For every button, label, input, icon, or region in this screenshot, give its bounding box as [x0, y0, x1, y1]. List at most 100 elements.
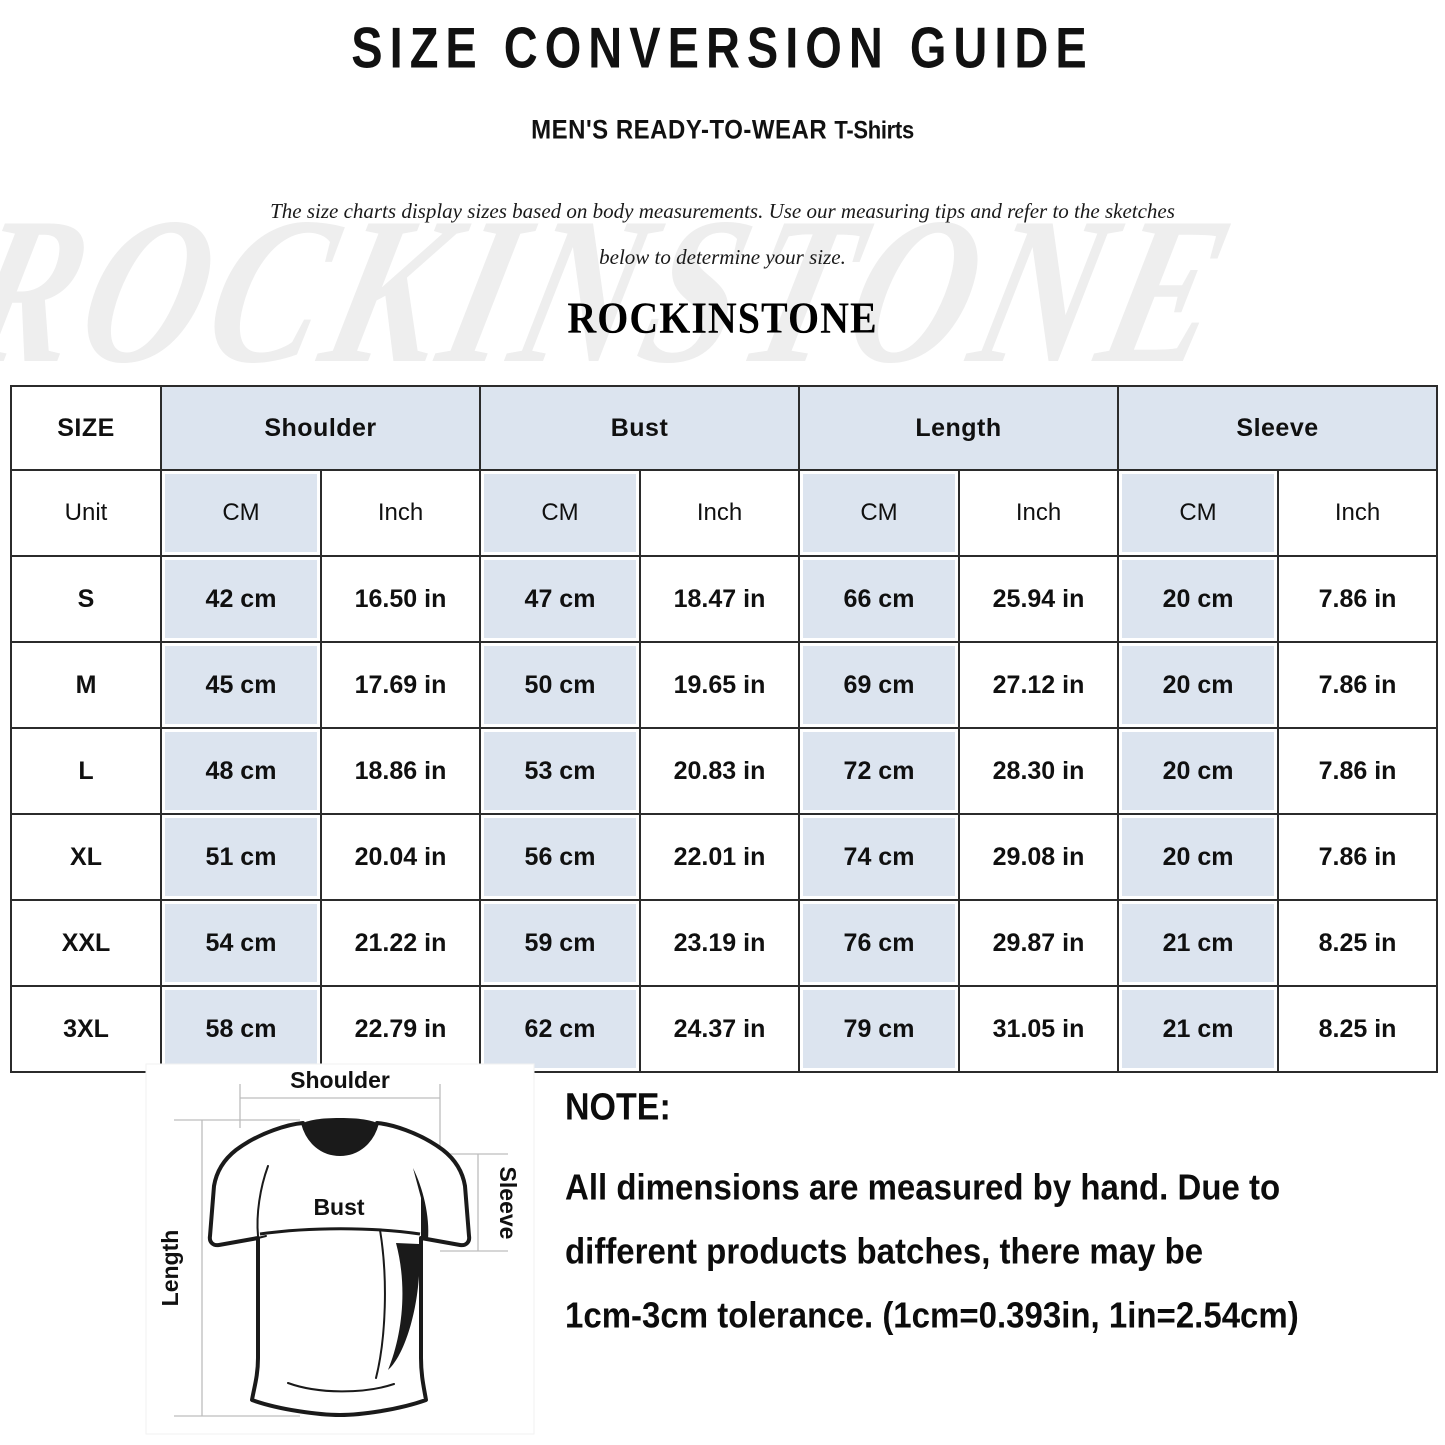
description-line-2: below to determine your size.	[599, 245, 846, 269]
cell-shoulder-inch: 17.69 in	[320, 641, 481, 729]
bust-measure-line	[259, 1227, 421, 1236]
cell-shoulder-cm: 42 cm	[160, 555, 322, 643]
table-row: M 45 cm 17.69 in 50 cm 19.65 in 69 cm 27…	[10, 641, 1439, 729]
cell-sleeve-inch: 8.25 in	[1277, 985, 1439, 1073]
header-unit-bust-inch: Inch	[639, 469, 800, 557]
cell-length-cm: 69 cm	[798, 641, 960, 729]
cell-size: XL	[10, 813, 162, 901]
cell-bust-inch: 19.65 in	[639, 641, 800, 729]
table-row: L 48 cm 18.86 in 53 cm 20.83 in 72 cm 28…	[10, 727, 1439, 815]
cell-size: S	[10, 555, 162, 643]
cell-shoulder-inch: 21.22 in	[320, 899, 481, 987]
cell-shoulder-cm: 45 cm	[160, 641, 322, 729]
cell-sleeve-cm: 20 cm	[1117, 813, 1280, 901]
fold-lines	[256, 1165, 395, 1393]
cell-sleeve-inch: 7.86 in	[1277, 641, 1439, 729]
cell-sleeve-cm: 21 cm	[1117, 985, 1280, 1073]
diagram-label-shoulder: Shoulder	[290, 1067, 390, 1093]
cell-shoulder-cm: 58 cm	[160, 985, 322, 1073]
note-line-3: 1cm-3cm tolerance. (1cm=0.393in, 1in=2.5…	[565, 1294, 1299, 1335]
cell-bust-cm: 62 cm	[479, 985, 641, 1073]
diagram-label-sleeve: Sleeve	[495, 1167, 521, 1240]
cell-length-inch: 29.87 in	[957, 899, 1120, 987]
page-description: The size charts display sizes based on b…	[0, 188, 1445, 280]
size-conversion-table: SIZE Shoulder Bust Length Sleeve Unit CM…	[10, 385, 1439, 1073]
diagram-label-length: Length	[157, 1230, 183, 1307]
table-row: XXL 54 cm 21.22 in 59 cm 23.19 in 76 cm …	[10, 899, 1439, 987]
table-head: SIZE Shoulder Bust Length Sleeve Unit CM…	[10, 385, 1439, 557]
cell-sleeve-inch: 8.25 in	[1277, 899, 1439, 987]
note-heading: NOTE:	[565, 1086, 671, 1129]
cell-sleeve-inch: 7.86 in	[1277, 555, 1439, 643]
header-group-shoulder: Shoulder	[160, 385, 481, 471]
cell-size: L	[10, 727, 162, 815]
cell-length-cm: 76 cm	[798, 899, 960, 987]
note-block: NOTE: All dimensions are measured by han…	[565, 1086, 1425, 1344]
header-unit-shoulder-inch: Inch	[320, 469, 481, 557]
cell-sleeve-cm: 20 cm	[1117, 555, 1280, 643]
cell-shoulder-cm: 48 cm	[160, 727, 322, 815]
header-unit: Unit	[10, 469, 162, 557]
table-row: XL 51 cm 20.04 in 56 cm 22.01 in 74 cm 2…	[10, 813, 1439, 901]
table-header-unit-row: Unit CM Inch CM Inch CM Inch CM Inch	[10, 469, 1439, 557]
header-unit-sleeve-cm: CM	[1117, 469, 1280, 557]
cell-size: 3XL	[10, 985, 162, 1073]
cell-length-cm: 66 cm	[798, 555, 960, 643]
cell-length-inch: 25.94 in	[957, 555, 1120, 643]
note-line-1: All dimensions are measured by hand. Due…	[565, 1166, 1281, 1207]
cell-length-inch: 31.05 in	[957, 985, 1120, 1073]
cell-sleeve-inch: 7.86 in	[1277, 813, 1439, 901]
cell-bust-cm: 56 cm	[479, 813, 641, 901]
header-unit-sleeve-inch: Inch	[1277, 469, 1439, 557]
cell-sleeve-inch: 7.86 in	[1277, 727, 1439, 815]
cell-bust-cm: 53 cm	[479, 727, 641, 815]
subtitle-main: MEN'S READY-TO-WEAR	[531, 115, 828, 146]
cell-bust-cm: 59 cm	[479, 899, 641, 987]
cell-length-inch: 27.12 in	[957, 641, 1120, 729]
cell-sleeve-cm: 20 cm	[1117, 727, 1280, 815]
cell-length-inch: 29.08 in	[957, 813, 1120, 901]
cell-shoulder-inch: 18.86 in	[320, 727, 481, 815]
cell-length-inch: 28.30 in	[957, 727, 1120, 815]
fabric-shading	[388, 1168, 429, 1370]
page-title: SIZE CONVERSION GUIDE	[351, 15, 1094, 80]
description-line-1: The size charts display sizes based on b…	[270, 199, 1175, 223]
diagram-label-bust: Bust	[313, 1194, 364, 1220]
table-body: S 42 cm 16.50 in 47 cm 18.47 in 66 cm 25…	[10, 555, 1439, 1073]
tshirt-measurement-diagram: Shoulder Bust Sleeve Length	[145, 1063, 535, 1435]
note-line-2: different products batches, there may be	[565, 1230, 1204, 1271]
header-group-length: Length	[797, 385, 1120, 471]
table-row: 3XL 58 cm 22.79 in 62 cm 24.37 in 79 cm …	[10, 985, 1439, 1073]
cell-bust-inch: 20.83 in	[639, 727, 800, 815]
cell-size: XXL	[10, 899, 162, 987]
table-header-group-row: SIZE Shoulder Bust Length Sleeve	[10, 385, 1439, 471]
cell-shoulder-cm: 54 cm	[160, 899, 322, 987]
header-unit-length-inch: Inch	[957, 469, 1120, 557]
header-unit-shoulder-cm: CM	[160, 469, 322, 557]
cell-bust-cm: 47 cm	[479, 555, 641, 643]
cell-bust-inch: 22.01 in	[639, 813, 800, 901]
header-unit-length-cm: CM	[798, 469, 960, 557]
brand-name: ROCKINSTONE	[567, 293, 878, 343]
cell-size: M	[10, 641, 162, 729]
subtitle-product: T-Shirts	[834, 116, 914, 145]
cell-sleeve-cm: 20 cm	[1117, 641, 1280, 729]
header-unit-bust-cm: CM	[479, 469, 641, 557]
header-size: SIZE	[10, 385, 162, 471]
cell-shoulder-inch: 16.50 in	[320, 555, 481, 643]
cell-bust-inch: 23.19 in	[639, 899, 800, 987]
header-group-sleeve: Sleeve	[1117, 385, 1439, 471]
cell-shoulder-cm: 51 cm	[160, 813, 322, 901]
table-row: S 42 cm 16.50 in 47 cm 18.47 in 66 cm 25…	[10, 555, 1439, 643]
cell-sleeve-cm: 21 cm	[1117, 899, 1280, 987]
cell-bust-inch: 18.47 in	[639, 555, 800, 643]
cell-bust-cm: 50 cm	[479, 641, 641, 729]
collar-shape	[303, 1118, 377, 1154]
cell-length-cm: 72 cm	[798, 727, 960, 815]
cell-shoulder-inch: 20.04 in	[320, 813, 481, 901]
page-subtitle: MEN'S READY-TO-WEAR T-Shirts	[0, 115, 1445, 146]
cell-length-cm: 74 cm	[798, 813, 960, 901]
header-group-bust: Bust	[479, 385, 800, 471]
cell-bust-inch: 24.37 in	[639, 985, 800, 1073]
cell-length-cm: 79 cm	[798, 985, 960, 1073]
